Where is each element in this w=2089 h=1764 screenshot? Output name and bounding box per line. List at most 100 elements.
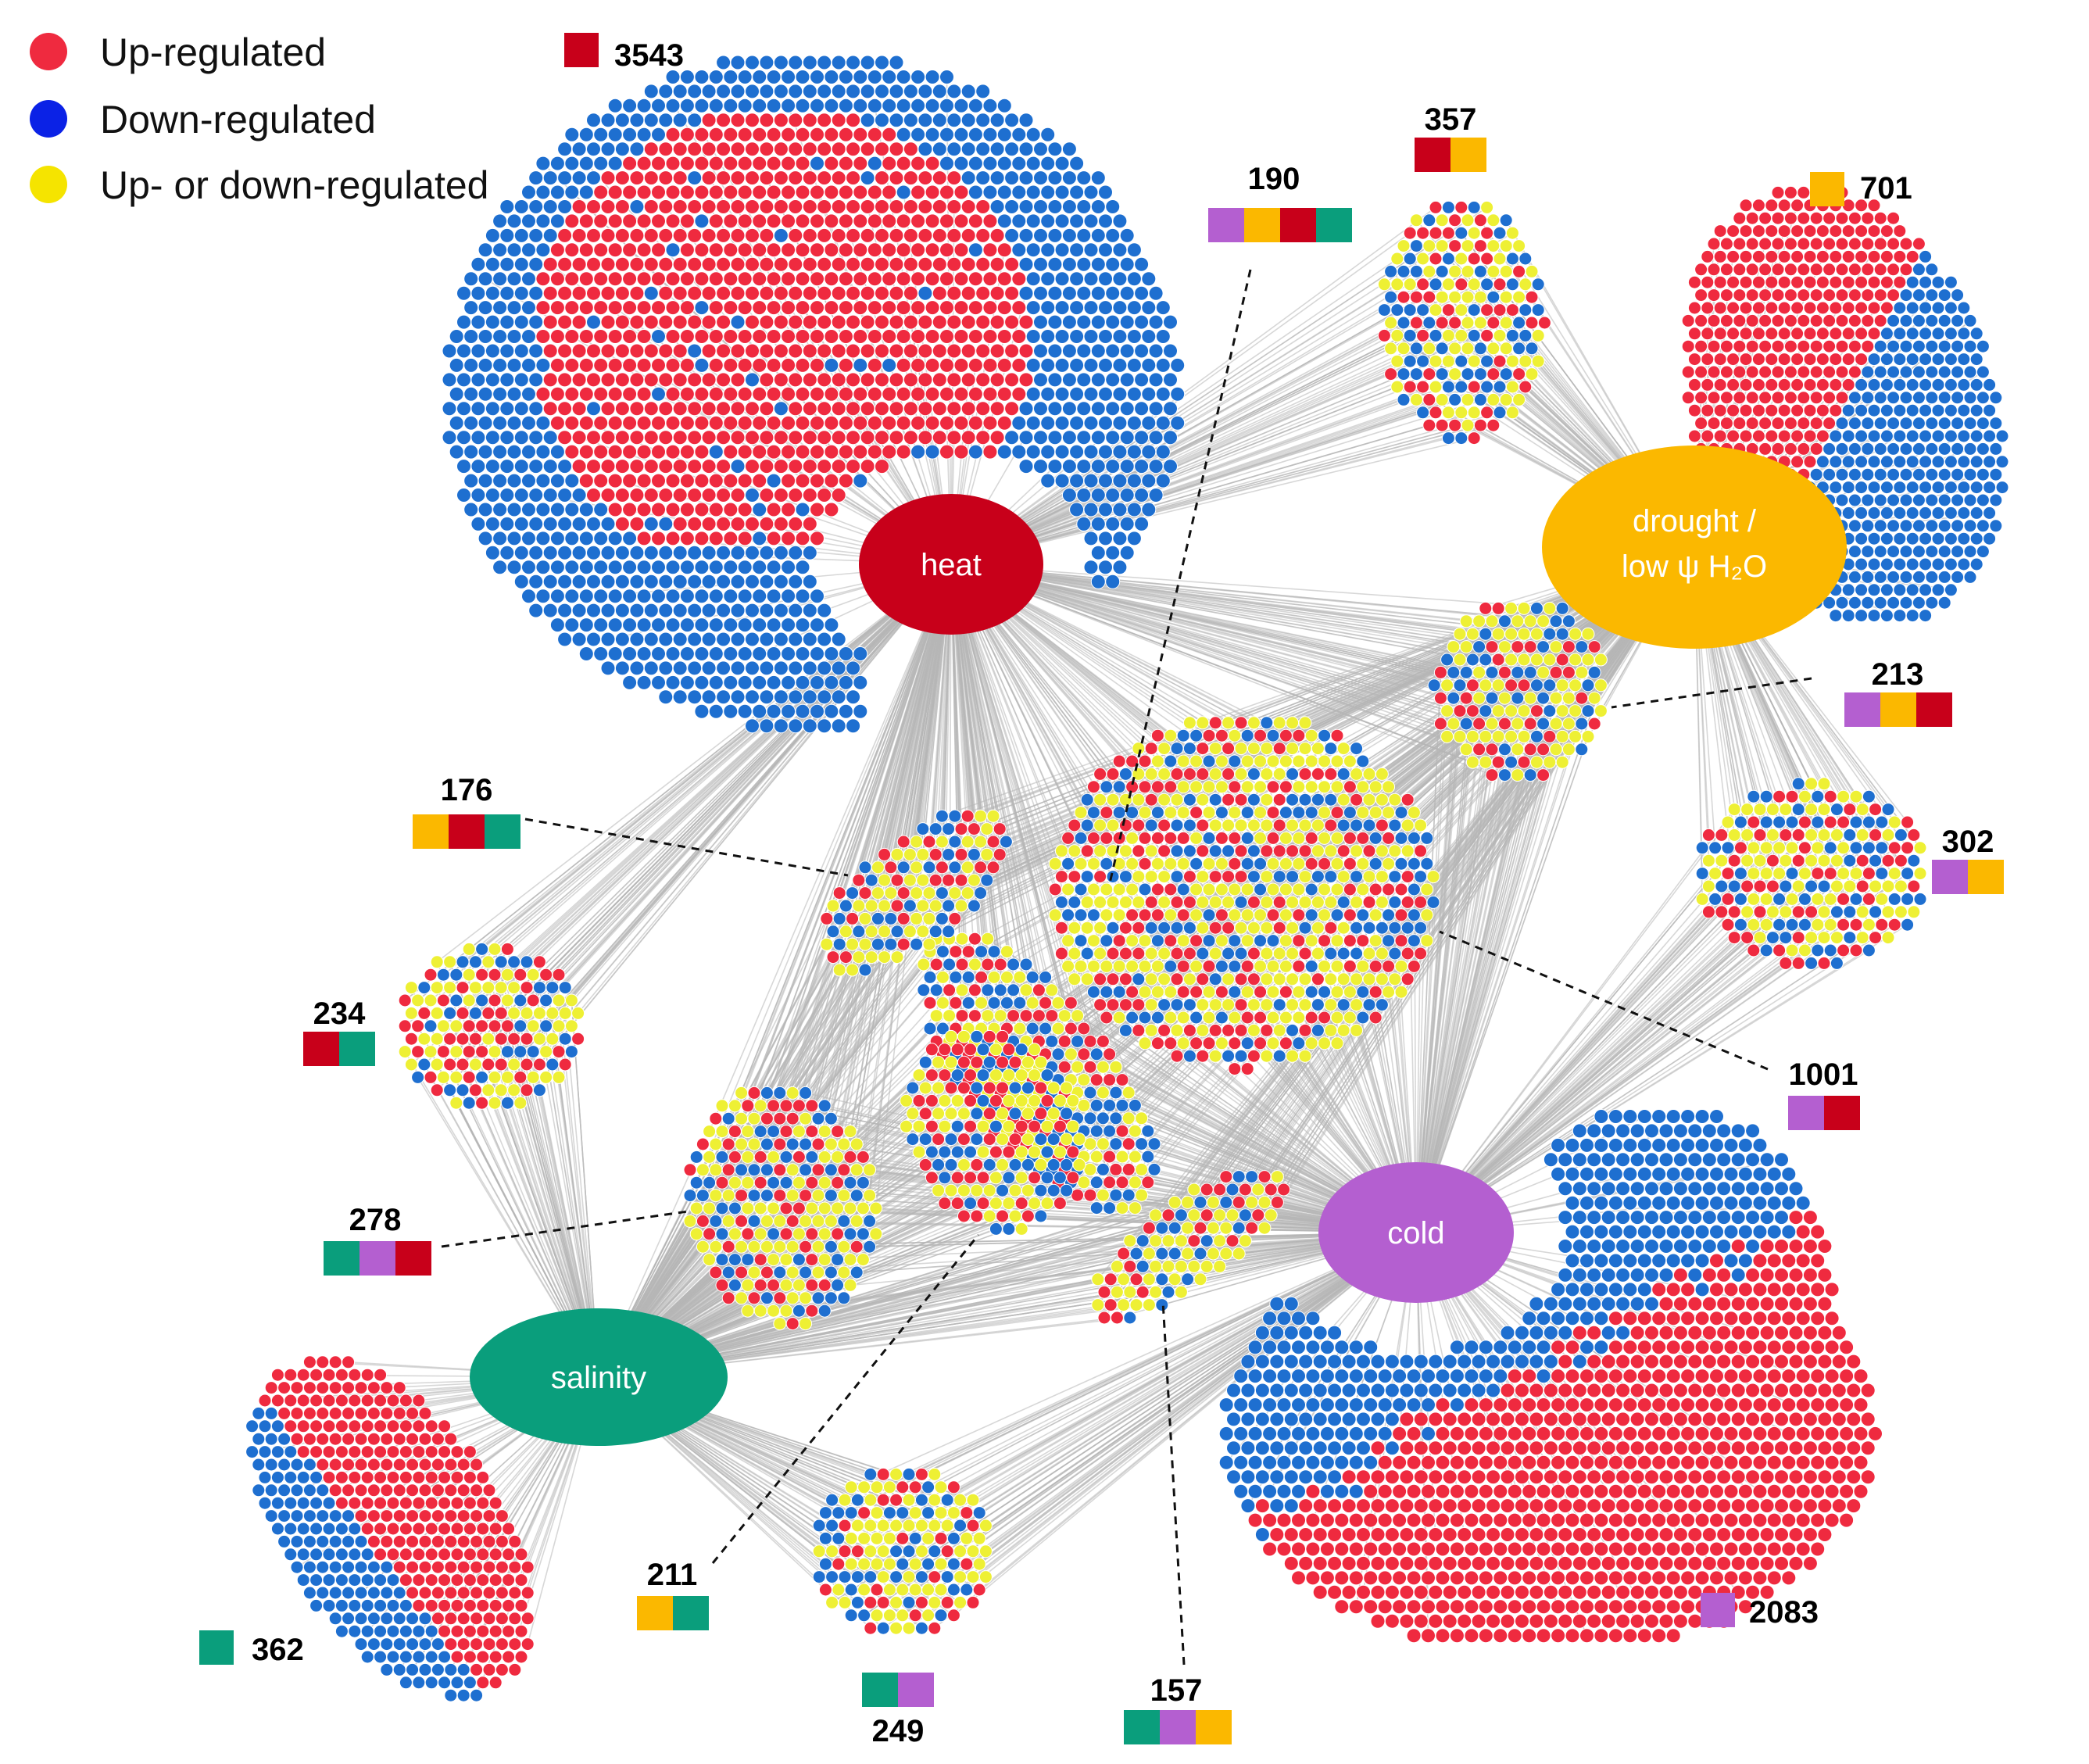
gene-node: [557, 372, 573, 388]
gene-node: [1723, 1195, 1739, 1211]
gene-node: [889, 430, 904, 445]
gene-node: [651, 674, 666, 690]
gene-node: [1298, 1325, 1314, 1340]
gene-node: [1105, 199, 1121, 214]
gene-node: [658, 689, 674, 705]
gene-node: [614, 603, 630, 618]
gene-node: [549, 560, 565, 575]
gene-node: [1795, 1224, 1811, 1240]
gene-node: [564, 213, 580, 229]
gene-node: [1551, 1166, 1566, 1182]
gene-node: [896, 357, 911, 373]
gene-node: [1680, 1166, 1696, 1182]
gene-node: [1141, 473, 1157, 488]
gene-node: [759, 314, 774, 330]
gene-node: [939, 184, 954, 200]
gene-node: [687, 113, 703, 128]
gene-node: [975, 256, 991, 272]
gene-node: [1392, 1369, 1408, 1384]
gene-node: [1254, 1354, 1270, 1369]
gene-node: [1112, 502, 1128, 517]
gene-node: [1766, 1340, 1782, 1355]
gene-node: [795, 242, 810, 258]
gene-node: [586, 343, 601, 359]
gene-node: [1976, 417, 1990, 431]
gene-node: [1925, 263, 1939, 277]
gene-node: [622, 184, 638, 200]
gene-node: [1112, 213, 1128, 229]
gene-node: [1841, 481, 1855, 495]
gene-node: [513, 372, 529, 388]
gene-node: [643, 199, 659, 214]
gene-node: [593, 560, 609, 575]
gene-node: [1723, 1340, 1739, 1355]
gene-node: [1766, 1253, 1782, 1268]
gene-node: [960, 372, 976, 388]
gene-node: [1105, 256, 1121, 272]
gene-node: [745, 55, 760, 70]
gene-node: [896, 415, 911, 431]
gene-node: [1069, 329, 1085, 344]
gene-node: [1802, 1239, 1818, 1254]
gene-node: [882, 156, 897, 171]
gene-node: [1841, 224, 1855, 238]
gene-node: [1713, 249, 1727, 263]
gene-node: [456, 430, 471, 445]
gene-node: [1957, 352, 1971, 367]
gene-node: [781, 184, 796, 200]
gene-node: [1312, 1354, 1328, 1369]
gene-node: [1815, 352, 1830, 367]
gene-node: [1829, 455, 1843, 469]
edge: [950, 564, 1505, 648]
gene-node: [1925, 493, 1939, 507]
gene-node: [795, 473, 810, 488]
gene-node: [1758, 263, 1772, 277]
gene-node: [506, 560, 522, 575]
gene-node: [549, 617, 565, 633]
gene-node: [1615, 1123, 1631, 1139]
gene-node: [578, 617, 594, 633]
gene-node: [1716, 1325, 1732, 1340]
gene-node: [1861, 519, 1875, 533]
gene-node: [622, 156, 638, 171]
gene-node: [1707, 365, 1721, 379]
gene-node: [1790, 429, 1805, 443]
gene-node: [1905, 275, 1919, 289]
gene-node: [1867, 249, 1881, 263]
gene-node: [867, 300, 882, 316]
gene-node: [593, 329, 609, 344]
gene-node: [759, 516, 774, 531]
gene-node: [600, 430, 616, 445]
gene-node: [1119, 372, 1135, 388]
gene-node: [1083, 502, 1099, 517]
gene-node: [773, 689, 789, 705]
gene-node: [810, 271, 825, 287]
gene-node: [1054, 184, 1070, 200]
gene-node: [939, 156, 954, 171]
gene-node: [485, 372, 500, 388]
gene-node: [737, 329, 753, 344]
gene-node: [723, 213, 739, 229]
gene-node: [1694, 288, 1708, 302]
gene-node: [1363, 1369, 1379, 1384]
gene-node: [1861, 467, 1875, 481]
gene-node: [578, 156, 594, 171]
gene-node: [838, 703, 853, 719]
gene-node: [665, 473, 681, 488]
gene-node: [1247, 1369, 1263, 1384]
gene-node: [781, 357, 796, 373]
gene-node: [810, 589, 825, 604]
gene-node: [1893, 609, 1907, 623]
gene-node: [1893, 352, 1907, 367]
gene-node: [831, 343, 846, 359]
gene-node: [607, 357, 623, 373]
gene-node: [946, 401, 962, 417]
gene-node: [600, 113, 616, 128]
gene-node: [1751, 249, 1765, 263]
gene-node: [1899, 493, 1913, 507]
gene-node: [1471, 1383, 1486, 1398]
gene-node: [586, 227, 601, 243]
gene-node: [571, 574, 587, 589]
gene-node: [1707, 339, 1721, 353]
gene-node: [889, 199, 904, 214]
